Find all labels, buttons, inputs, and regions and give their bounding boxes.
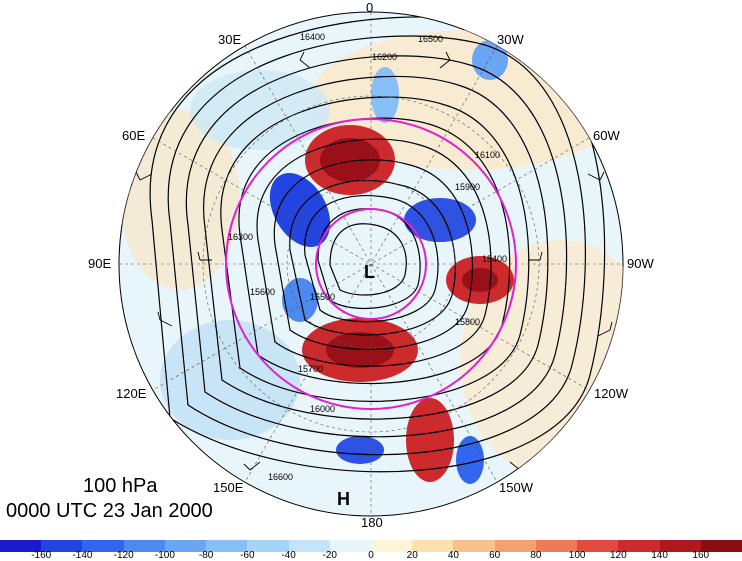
- colorbar-tick-label: 20: [406, 550, 418, 561]
- colorbar-tick-label: 80: [530, 550, 542, 561]
- positive-anomaly-center: [406, 398, 454, 482]
- contour-label: 15700: [298, 364, 323, 374]
- lon-label-60e: 60E: [122, 128, 146, 143]
- colorbar-tick-label: 100: [568, 550, 586, 561]
- lon-label-90w: 90W: [627, 256, 654, 271]
- valid-time-label: 0000 UTC 23 Jan 2000: [6, 500, 213, 522]
- colorbar-tick-label: 60: [489, 550, 501, 561]
- lat-lon-grid: [119, 12, 623, 516]
- wind-barbs: [135, 51, 613, 471]
- colorbar-swatch: [41, 540, 83, 552]
- colorbar-tick-label: 0: [368, 550, 374, 561]
- lon-label-120w: 120W: [594, 386, 628, 401]
- colorbar-swatch: [535, 540, 578, 552]
- negative-anomaly-center: [456, 436, 484, 484]
- colorbar-tick-label: -100: [154, 550, 175, 561]
- colorbar-tick-label: -120: [113, 550, 134, 561]
- colorbar-tick-label: 140: [651, 550, 668, 561]
- colorbar-tick-label: -140: [72, 550, 93, 561]
- lon-label-90e: 90E: [88, 256, 112, 271]
- colorbar-swatch: [0, 540, 42, 552]
- contour-label: 15500: [310, 292, 335, 302]
- contour-label: 16400: [300, 32, 325, 42]
- colorbar-swatch: [82, 540, 124, 552]
- lon-label-60w: 60W: [593, 128, 620, 143]
- colorbar-swatch: [247, 540, 289, 552]
- colorbar-tick-label: 120: [609, 550, 627, 561]
- colorbar-swatch: [618, 540, 660, 552]
- contour-label: 16300: [228, 232, 253, 242]
- lon-label-30e: 30E: [218, 32, 242, 47]
- contour-label: 15600: [250, 287, 275, 297]
- contour-label: 16100: [475, 150, 500, 160]
- lon-label-150w: 150W: [499, 480, 533, 495]
- colorbar-swatch: [123, 540, 165, 552]
- lon-label-180: 180: [361, 515, 383, 530]
- colorbar-swatch: [577, 540, 619, 552]
- polar-stereographic-map: 16400 16500 16200 16100 16300 16000 1590…: [118, 11, 624, 517]
- contour-label: 15400: [482, 254, 507, 264]
- colorbar-tick-label: -80: [198, 550, 214, 561]
- colorbar-swatch: [659, 540, 701, 552]
- colorbar-swatch: [453, 540, 495, 552]
- contour-labels: 16400 16500 16200 16100 16300 16000 1590…: [228, 32, 507, 482]
- low-pressure-marker: L: [364, 262, 375, 282]
- colorbar-swatch: [370, 540, 413, 552]
- contour-label: 16600: [268, 472, 293, 482]
- lon-label-0: 0: [366, 0, 374, 15]
- colorbar-tick-label: -20: [322, 550, 337, 561]
- colorbar-swatch: [206, 540, 248, 552]
- colorbar-swatch: [329, 540, 371, 552]
- colorbar-swatch: [288, 540, 330, 552]
- inner-reference-ring: [315, 208, 427, 320]
- pressure-level-label: 100 hPa: [83, 475, 158, 497]
- contour-label: 16200: [372, 52, 397, 62]
- colorbar-swatch: [700, 540, 742, 552]
- colorbar-tick-label: -60: [240, 550, 255, 561]
- colorbar-tick-label: 40: [447, 550, 459, 561]
- colorbar-swatch: [164, 540, 207, 552]
- contour-label: 16000: [310, 404, 335, 414]
- colorbar-swatch: [494, 540, 536, 552]
- colorbar-tick-label: -160: [31, 550, 52, 561]
- negative-anomaly-center: [404, 198, 476, 242]
- colorbar-tick-label: -40: [281, 550, 296, 561]
- negative-anomaly-center: [269, 173, 331, 247]
- contour-label: 16500: [418, 34, 443, 44]
- negative-anomaly-center: [282, 278, 318, 322]
- outer-reference-ring: [225, 118, 517, 410]
- high-pressure-marker: H: [337, 489, 350, 509]
- contour-label: 15800: [455, 317, 480, 327]
- colorbar-tick-label: 160: [692, 550, 710, 561]
- colorbar-swatch: [412, 540, 454, 552]
- negative-anomaly-center: [336, 436, 384, 464]
- contour-label: 15900: [455, 182, 480, 192]
- lon-label-30w: 30W: [497, 32, 524, 47]
- colorbar: [0, 540, 742, 552]
- lon-label-120e: 120E: [116, 386, 147, 401]
- colorbar-tick-labels: -160 -140 -120 -100 -80 -60 -40 -20 0 20 40 60 80 100…: [0, 550, 742, 561]
- lon-label-150e: 150E: [213, 480, 244, 495]
- height-contours: [149, 16, 606, 473]
